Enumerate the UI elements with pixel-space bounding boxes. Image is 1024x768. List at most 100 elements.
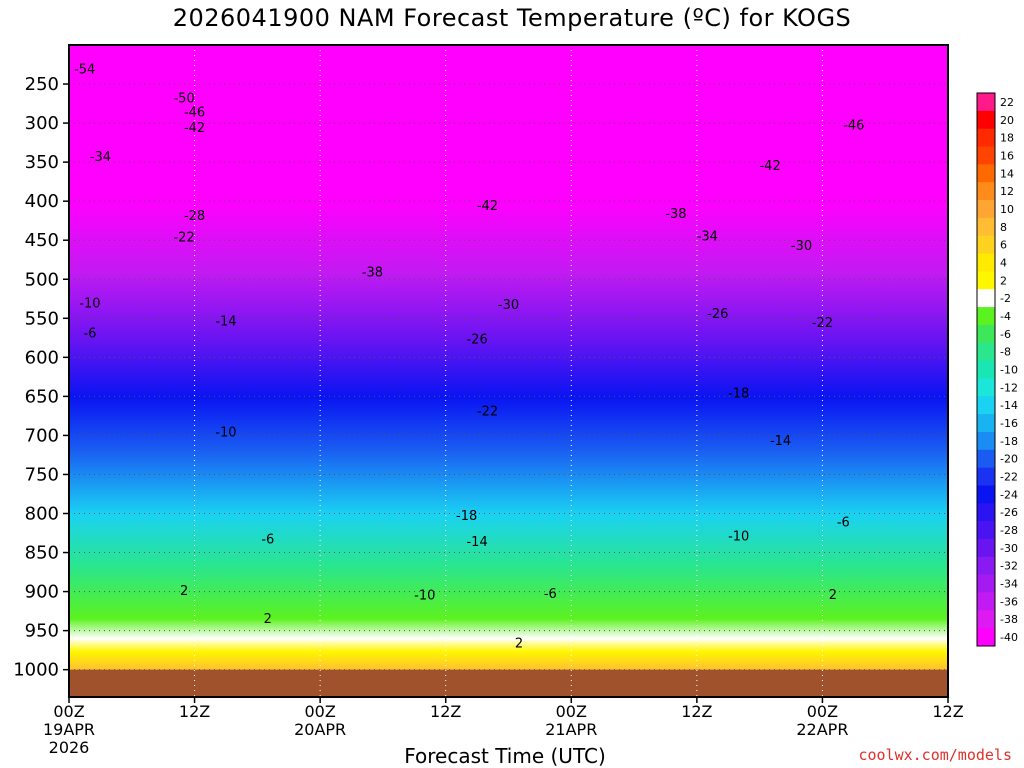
colorbar-label: -34 <box>1000 578 1018 591</box>
colorbar-swatch <box>977 538 995 558</box>
colorbar-swatch <box>977 503 995 522</box>
contour-label: -50 <box>173 91 194 106</box>
colorbar-label: 16 <box>1000 149 1014 162</box>
colorbar-label: -30 <box>1000 542 1018 555</box>
colorbar-label: 10 <box>1000 203 1014 216</box>
contour-label: -6 <box>261 532 274 547</box>
colorbar-swatch <box>977 431 995 451</box>
colorbar-swatch <box>977 235 995 255</box>
colorbar-swatch <box>977 217 995 237</box>
colorbar-swatch <box>977 182 995 201</box>
colorbar-swatch <box>977 93 995 112</box>
contour-label: -42 <box>477 199 498 214</box>
colorbar-swatch <box>977 342 995 362</box>
colorbar-swatch <box>977 556 995 576</box>
colorbar-swatch <box>977 253 995 272</box>
x-tick-label: 00Z <box>807 702 838 721</box>
y-tick-label: 800 <box>25 504 59 525</box>
y-tick-label: 600 <box>25 347 59 368</box>
contour-label: -14 <box>215 315 236 330</box>
contour-label: -14 <box>770 434 791 449</box>
colorbar-label: 4 <box>1000 256 1007 269</box>
y-tick-label: 550 <box>25 308 59 329</box>
contour-label: -6 <box>83 326 96 341</box>
colorbar-label: 2 <box>1000 274 1007 287</box>
x-tick-label: 00Z <box>53 702 84 721</box>
contour-label: -6 <box>544 587 557 602</box>
colorbar-swatch <box>977 396 995 415</box>
contour-label: -26 <box>707 307 728 322</box>
x-tick-label: 12Z <box>179 702 210 721</box>
colorbar-swatch <box>977 414 995 433</box>
colorbar-label: -36 <box>1000 595 1018 608</box>
colorbar-label: 22 <box>1000 96 1014 109</box>
colorbar-swatch <box>977 289 995 308</box>
y-tick-label: 950 <box>25 621 59 642</box>
y-tick-label: 350 <box>25 152 59 173</box>
colorbar-label: -12 <box>1000 381 1018 394</box>
contour-label: -10 <box>79 297 100 312</box>
contour-label: -22 <box>173 230 194 245</box>
contour-label: -46 <box>184 105 205 120</box>
x-tick-label: 00Z <box>556 702 587 721</box>
x-tick-label: 12Z <box>430 702 461 721</box>
colorbar-label: -14 <box>1000 399 1018 412</box>
contour-label: -10 <box>215 426 236 441</box>
x-tick-label: 12Z <box>681 702 712 721</box>
y-tick-label: 750 <box>25 464 59 485</box>
colorbar-label: 14 <box>1000 167 1014 180</box>
colorbar-frame <box>976 92 996 647</box>
contour-label: 2 <box>180 584 188 599</box>
colorbar-swatch <box>977 449 995 469</box>
colorbar-swatch <box>977 110 995 130</box>
colorbar-swatch <box>977 610 995 629</box>
x-tick-label: 20APR <box>294 720 346 739</box>
colorbar-label: 6 <box>1000 239 1007 252</box>
contour-label: -10 <box>728 529 749 544</box>
colorbar-label: -38 <box>1000 613 1018 626</box>
colorbar-label: 20 <box>1000 114 1014 127</box>
contour-label: -26 <box>466 333 487 348</box>
colorbar-swatch <box>977 146 995 165</box>
colorbar-label: -16 <box>1000 417 1018 430</box>
colorbar-label: -20 <box>1000 453 1018 466</box>
colorbar-swatch <box>977 307 995 326</box>
x-tick-label: 2026 <box>49 738 90 757</box>
contour-label: -14 <box>466 535 487 550</box>
colorbar-swatch <box>977 521 995 540</box>
colorbar-swatch <box>977 360 995 379</box>
colorbar-swatch <box>977 271 995 290</box>
colorbar-label: -10 <box>1000 364 1018 377</box>
colorbar-label: -4 <box>1000 310 1011 323</box>
credit-link[interactable]: coolwx.com/models <box>858 746 1012 764</box>
colorbar-label: -2 <box>1000 292 1011 305</box>
contour-label: -30 <box>791 239 812 254</box>
y-tick-label: 250 <box>25 74 59 95</box>
y-tick-label: 650 <box>25 386 59 407</box>
colorbar-label: -6 <box>1000 328 1011 341</box>
y-tick-label: 850 <box>25 543 59 564</box>
colorbar-label: -24 <box>1000 488 1018 501</box>
colorbar-swatch <box>977 200 995 219</box>
x-tick-label: 21APR <box>545 720 597 739</box>
y-tick-label: 300 <box>25 113 59 134</box>
colorbar-swatch <box>977 128 995 148</box>
contour-label: -6 <box>837 515 850 530</box>
colorbar-label: 18 <box>1000 132 1014 145</box>
y-tick-label: 500 <box>25 269 59 290</box>
colorbar-swatch <box>977 467 995 486</box>
contour-label: 2 <box>829 588 837 603</box>
x-tick-label: 00Z <box>304 702 335 721</box>
colorbar-label: -26 <box>1000 506 1018 519</box>
contour-label: -42 <box>759 159 780 174</box>
contour-label: -22 <box>812 316 833 331</box>
colorbar-swatch <box>977 574 995 593</box>
colorbar-label: -8 <box>1000 346 1011 359</box>
y-tick-label: 400 <box>25 191 59 212</box>
y-tick-label: 1000 <box>13 660 59 681</box>
contour-label: -38 <box>362 265 383 280</box>
contour-label: -54 <box>74 62 95 77</box>
contour-label: -34 <box>697 230 718 245</box>
plot-frame <box>68 44 949 698</box>
colorbar-label: -32 <box>1000 560 1018 573</box>
